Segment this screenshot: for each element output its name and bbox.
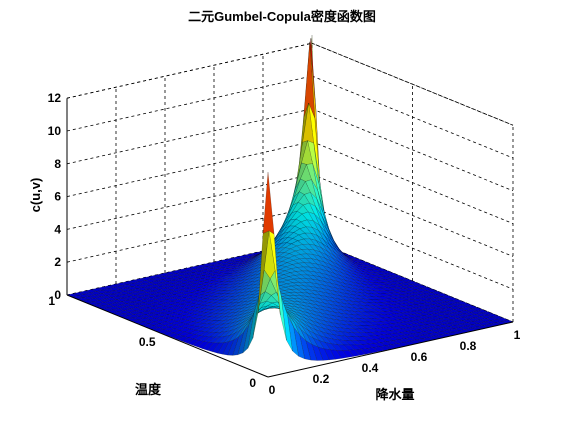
- z-tick-label: 6: [54, 190, 61, 204]
- z-tick-label: 8: [54, 157, 61, 171]
- x-tick-label: 0.8: [460, 339, 477, 353]
- y-axis-line: [66, 294, 269, 378]
- y-tick-label: 1: [48, 294, 55, 308]
- z-gridline: [66, 75, 313, 132]
- x-axis-label: 降水量: [375, 387, 414, 402]
- box-edges: [66, 98, 514, 378]
- x-tick-label: 0.4: [362, 361, 379, 375]
- surface-patch: [262, 171, 275, 235]
- y-axis-label: 温度: [135, 382, 162, 397]
- chart-title: 二元Gumbel-Copula密度函数图: [188, 9, 376, 24]
- x-tick-label: 1: [514, 328, 521, 342]
- x-tick-label: 0.6: [411, 350, 428, 364]
- x-tick-label: 0.2: [313, 372, 330, 386]
- z-tick-label: 12: [48, 91, 62, 105]
- z-axis-label: c(u,v): [28, 178, 43, 213]
- z-tick-label: 10: [48, 124, 62, 138]
- x-tick-label: 0: [269, 383, 276, 397]
- z-gridline: [311, 174, 514, 257]
- z-gridline: [311, 42, 514, 126]
- z-tick-label: 0: [54, 288, 61, 302]
- z-gridline: [66, 141, 313, 197]
- z-gridline: [66, 174, 313, 230]
- z-tick-label: 2: [54, 255, 61, 269]
- y-tick-label: 0.5: [139, 335, 156, 349]
- z-gridline: [66, 42, 313, 99]
- y-tick-label: 0: [249, 376, 256, 390]
- surface-mesh: [66, 34, 514, 361]
- x-axis-line: [267, 321, 514, 378]
- z-tick-label: 4: [54, 222, 61, 236]
- z-gridline: [311, 108, 514, 192]
- z-gridline: [66, 108, 313, 165]
